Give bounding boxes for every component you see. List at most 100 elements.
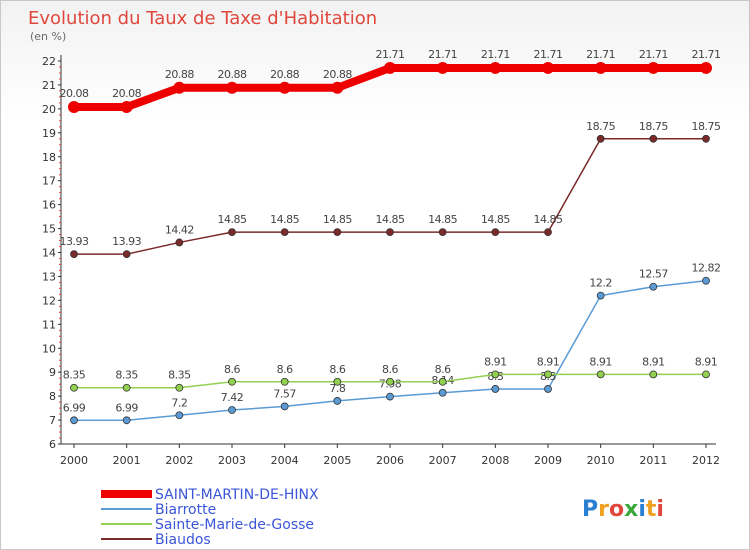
data-label: 20.88 — [218, 68, 247, 81]
data-label: 14.85 — [270, 213, 299, 226]
data-point — [331, 81, 344, 94]
y-tick-label: 13 — [42, 270, 56, 283]
data-point — [596, 291, 605, 300]
data-label: 18.75 — [586, 120, 615, 133]
y-tick-label: 22 — [42, 55, 56, 68]
data-point — [700, 61, 712, 74]
data-point — [333, 377, 342, 386]
data-point — [280, 377, 289, 386]
data-point — [649, 134, 658, 143]
data-label: 8.91 — [589, 355, 612, 368]
data-label: 6.99 — [115, 401, 138, 414]
data-point — [436, 61, 449, 74]
y-tick-label: 18 — [42, 151, 56, 164]
data-point — [594, 61, 607, 74]
data-point — [278, 81, 291, 94]
data-label: 7.2 — [171, 396, 187, 409]
data-point — [226, 81, 238, 94]
data-point — [122, 416, 131, 425]
data-label: 20.08 — [60, 87, 89, 100]
data-label: 20.88 — [323, 68, 352, 81]
data-label: 21.71 — [428, 48, 457, 61]
data-point — [228, 377, 236, 386]
data-label: 12.57 — [639, 268, 668, 281]
logo-letter: x — [624, 497, 638, 522]
data-point — [68, 100, 80, 113]
data-label: 18.75 — [692, 120, 721, 133]
data-point — [122, 250, 131, 259]
data-point — [280, 402, 289, 411]
y-tick-label: 6 — [49, 438, 56, 451]
data-label: 8.6 — [277, 363, 293, 376]
data-point — [491, 370, 500, 379]
legend-label: Sainte-Marie-de-Gosse — [155, 517, 314, 533]
data-label: 7.8 — [329, 382, 345, 395]
data-label: 20.88 — [270, 68, 299, 81]
data-point — [489, 61, 502, 74]
series-biaudos: 13.93 13.93 14.42 14.85 14.85 14.85 14.85 14.85… — [60, 120, 721, 259]
data-label: 20.08 — [112, 87, 141, 100]
data-label: 20.88 — [165, 68, 194, 81]
data-label: 13.93 — [112, 235, 141, 248]
data-label: 14.85 — [376, 213, 405, 226]
data-point — [228, 228, 236, 237]
data-point — [491, 385, 500, 393]
y-tick-label: 17 — [42, 175, 56, 188]
data-point — [596, 370, 605, 379]
chart-legend: SAINT-MARTIN-DE-HINXBiarrotteSainte-Mari… — [101, 487, 319, 548]
logo-letter: i — [638, 497, 646, 522]
data-point — [649, 282, 658, 291]
data-label: 8.91 — [484, 355, 507, 368]
y-tick-label: 16 — [42, 199, 56, 212]
data-label: 8.91 — [537, 355, 560, 368]
data-label: 21.71 — [692, 48, 721, 61]
data-point — [386, 228, 394, 237]
data-label: 21.71 — [534, 48, 563, 61]
data-label: 8.35 — [115, 369, 138, 382]
data-label: 21.71 — [586, 48, 615, 61]
data-label: 8.6 — [224, 363, 240, 376]
data-label: 8.35 — [168, 369, 191, 382]
x-tick-label: 2005 — [323, 454, 351, 467]
data-point — [649, 370, 658, 379]
data-point — [702, 370, 710, 379]
x-tick-label: 2001 — [113, 454, 141, 467]
data-point — [544, 385, 552, 393]
data-point — [702, 276, 710, 285]
data-label: 14.85 — [218, 213, 247, 226]
chart-axes: 6 7 8 9 10 11 12 13 14 15 16 17 18 19 20 21 22 2000 2001 20… — [42, 55, 720, 467]
data-point — [596, 134, 605, 143]
data-point — [438, 377, 447, 386]
y-tick-label: 7 — [49, 414, 56, 427]
data-point — [70, 416, 78, 425]
data-point — [175, 383, 184, 392]
data-point — [70, 250, 78, 259]
data-point — [542, 61, 554, 74]
data-point — [228, 406, 236, 414]
data-label: 8.91 — [642, 355, 665, 368]
data-point — [120, 100, 133, 113]
x-tick-label: 2009 — [534, 454, 562, 467]
logo-letter: P — [582, 497, 598, 522]
data-label: 8.6 — [329, 363, 345, 376]
data-point — [175, 411, 184, 420]
data-point — [647, 61, 660, 74]
data-label: 6.99 — [63, 401, 86, 414]
data-label: 12.2 — [589, 277, 612, 290]
y-tick-label: 15 — [42, 223, 56, 236]
x-tick-label: 2008 — [481, 454, 509, 467]
x-tick-label: 2011 — [639, 454, 667, 467]
data-label: 14.85 — [428, 213, 457, 226]
data-point — [491, 228, 500, 237]
legend-label: Biaudos — [155, 532, 211, 548]
data-label: 7.57 — [273, 387, 296, 400]
logo-letter: r — [598, 497, 609, 522]
logo-letter: o — [609, 497, 624, 522]
y-tick-label: 9 — [49, 366, 56, 379]
x-tick-label: 2012 — [692, 454, 720, 467]
y-tick-label: 21 — [42, 79, 56, 92]
chart-subtitle: (en %) — [30, 30, 66, 43]
x-tick-label: 2003 — [218, 454, 246, 467]
series-biarrotte: 6.996.997.27.427.577.87.988.148.38.312.2… — [63, 262, 721, 425]
